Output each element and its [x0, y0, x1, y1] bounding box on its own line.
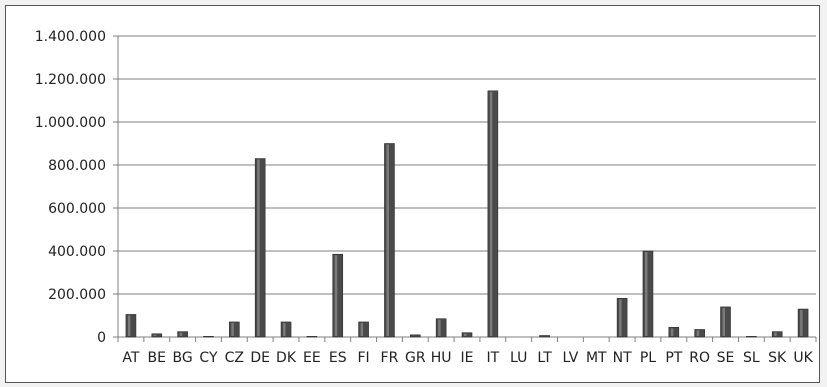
x-tick-label: NT	[613, 350, 632, 366]
bar-cy	[203, 336, 214, 338]
y-tick-label: 1.000.000	[35, 115, 106, 131]
x-tick-label: FR	[381, 350, 399, 366]
bar-be	[151, 333, 163, 338]
y-tick-label: 400.000	[48, 244, 106, 260]
bar-highlight	[231, 322, 234, 336]
x-tick-label: UK	[793, 350, 813, 366]
x-tick-label: SE	[717, 350, 735, 366]
bar-highlight	[438, 319, 441, 336]
bar-highlight	[153, 334, 157, 336]
bar-fi	[358, 321, 369, 338]
bar-pl	[642, 250, 654, 338]
bar-highlight	[360, 322, 364, 336]
bar-ee	[306, 336, 318, 338]
bar-fr	[384, 143, 395, 338]
x-tick-label: CZ	[225, 350, 244, 366]
bar-highlight	[257, 159, 260, 336]
bar-highlight	[774, 332, 777, 336]
x-tick-label: CY	[199, 350, 218, 366]
y-tick-label: 1.200.000	[35, 72, 106, 88]
bar-nt	[616, 297, 628, 338]
x-tick-label: HU	[431, 350, 452, 366]
bar-ie	[461, 332, 473, 338]
x-tick-label: GR	[405, 350, 426, 366]
bar-at	[125, 314, 137, 338]
x-tick-label: PL	[640, 350, 656, 366]
y-tick-label: 200.000	[48, 287, 106, 303]
bar-highlight	[127, 315, 131, 336]
bar-dk	[280, 321, 292, 338]
x-tick-label: DK	[276, 350, 297, 366]
bar-ro	[694, 329, 705, 338]
bar-bg	[177, 331, 188, 338]
bar-highlight	[283, 322, 286, 336]
y-tick-label: 600.000	[48, 201, 106, 217]
bar-highlight	[489, 91, 493, 336]
bar-uk	[797, 308, 809, 338]
x-tick-label: LU	[510, 350, 527, 366]
x-tick-label: SL	[743, 350, 760, 366]
bar-highlight	[800, 310, 803, 336]
bar-highlight	[334, 255, 338, 336]
x-tick-label: SK	[768, 350, 787, 366]
x-tick-label: MT	[586, 350, 607, 366]
bar-se	[720, 306, 731, 338]
x-tick-label: PT	[665, 350, 682, 366]
x-tick-label: IT	[487, 350, 500, 366]
bar-sl	[746, 336, 757, 338]
bar-highlight	[722, 307, 726, 336]
bar-sk	[771, 331, 783, 338]
bar-cz	[229, 321, 240, 338]
bar-pt	[668, 327, 680, 338]
x-tick-label: LT	[537, 350, 552, 366]
x-tick-label: BG	[173, 350, 193, 366]
bar-highlight	[670, 328, 674, 336]
x-tick-label: AT	[122, 350, 139, 366]
bar-gr	[409, 334, 421, 338]
bar-highlight	[644, 252, 648, 336]
bar-hu	[435, 318, 447, 338]
bar-lt	[539, 335, 550, 338]
x-tick-label: IE	[461, 350, 474, 366]
x-tick-label: ES	[329, 350, 347, 366]
y-tick-label: 0	[97, 330, 106, 346]
bar-highlight	[179, 332, 183, 336]
y-tick-label: 1.400.000	[35, 29, 106, 45]
bar-highlight	[464, 333, 467, 336]
x-tick-label: FI	[357, 350, 369, 366]
bar-de	[254, 158, 266, 338]
x-tick-label: EE	[303, 350, 321, 366]
bar-chart: 0 200.000 400.000 600.000 800.000 1.000.000 1.…	[35, 29, 817, 366]
bar-highlight	[696, 330, 700, 336]
bar-highlight	[619, 299, 622, 336]
x-tick-label: DE	[250, 350, 270, 366]
chart-frame: 0 200.000 400.000 600.000 800.000 1.000.000 1.…	[5, 5, 820, 383]
y-tick-label: 800.000	[48, 158, 106, 174]
x-tick-label: LV	[562, 350, 578, 366]
bar-it	[487, 90, 499, 338]
bar-es	[332, 253, 344, 338]
bar-highlight	[386, 144, 389, 336]
x-tick-label: RO	[689, 350, 710, 366]
x-tick-label: BE	[148, 350, 166, 366]
